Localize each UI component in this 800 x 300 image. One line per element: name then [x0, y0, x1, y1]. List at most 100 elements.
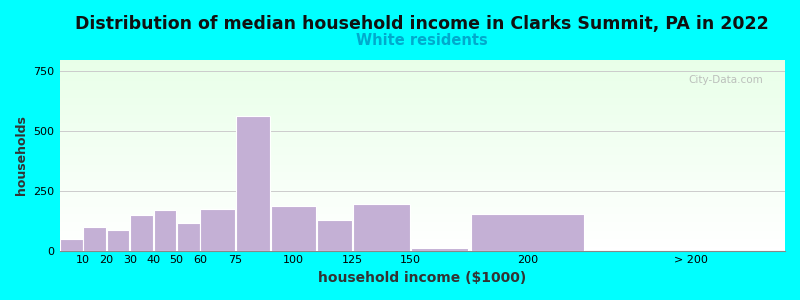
- Bar: [59, 73, 785, 75]
- Y-axis label: households: households: [15, 115, 28, 195]
- Bar: [59, 90, 785, 92]
- Bar: [59, 138, 785, 140]
- Bar: [59, 207, 785, 208]
- Bar: [59, 134, 785, 136]
- Bar: [59, 92, 785, 94]
- Bar: [59, 149, 785, 151]
- Bar: [59, 136, 785, 138]
- Bar: [59, 130, 785, 132]
- Bar: [59, 77, 785, 79]
- Bar: [59, 123, 785, 124]
- Bar: [59, 82, 785, 84]
- Bar: [59, 167, 785, 168]
- Bar: [59, 103, 785, 105]
- Bar: [59, 107, 785, 109]
- Bar: [59, 161, 785, 163]
- Bar: [59, 155, 785, 157]
- Bar: [59, 226, 785, 228]
- Bar: [201, 209, 234, 250]
- Bar: [59, 203, 785, 205]
- Bar: [411, 248, 468, 250]
- Bar: [59, 147, 785, 149]
- Bar: [59, 193, 785, 195]
- Bar: [59, 249, 785, 250]
- Bar: [59, 174, 785, 176]
- Bar: [59, 199, 785, 201]
- Bar: [106, 230, 130, 250]
- Bar: [59, 65, 785, 67]
- Bar: [59, 190, 785, 191]
- Bar: [59, 113, 785, 115]
- X-axis label: household income ($1000): household income ($1000): [318, 271, 526, 285]
- Bar: [59, 214, 785, 216]
- Bar: [59, 222, 785, 224]
- Bar: [59, 63, 785, 65]
- Bar: [59, 71, 785, 73]
- Bar: [59, 176, 785, 178]
- Bar: [59, 172, 785, 174]
- Bar: [59, 224, 785, 226]
- Bar: [59, 128, 785, 130]
- Bar: [59, 205, 785, 207]
- Bar: [59, 60, 785, 61]
- Bar: [59, 232, 785, 233]
- Bar: [59, 239, 785, 241]
- Text: White residents: White residents: [356, 33, 488, 48]
- Bar: [59, 96, 785, 98]
- Bar: [59, 81, 785, 82]
- Bar: [59, 165, 785, 167]
- Bar: [59, 208, 785, 211]
- Bar: [59, 235, 785, 237]
- Title: Distribution of median household income in Clarks Summit, PA in 2022: Distribution of median household income …: [75, 15, 769, 33]
- Bar: [59, 140, 785, 142]
- Bar: [59, 119, 785, 121]
- Bar: [59, 195, 785, 197]
- Bar: [471, 214, 584, 250]
- Bar: [59, 109, 785, 111]
- Bar: [318, 220, 351, 250]
- Bar: [59, 75, 785, 77]
- Bar: [59, 247, 785, 249]
- Bar: [271, 206, 316, 250]
- Bar: [59, 241, 785, 243]
- Bar: [59, 144, 785, 146]
- Bar: [59, 102, 785, 103]
- Bar: [59, 86, 785, 88]
- Bar: [59, 151, 785, 153]
- Bar: [59, 218, 785, 220]
- Bar: [59, 69, 785, 71]
- Bar: [59, 191, 785, 193]
- Bar: [59, 117, 785, 119]
- Bar: [59, 211, 785, 212]
- Bar: [59, 245, 785, 247]
- Bar: [83, 227, 106, 250]
- Bar: [177, 223, 200, 250]
- Bar: [59, 212, 785, 214]
- Bar: [59, 168, 785, 170]
- Bar: [59, 237, 785, 239]
- Bar: [60, 238, 82, 250]
- Bar: [59, 243, 785, 245]
- Bar: [59, 142, 785, 144]
- Bar: [154, 210, 176, 250]
- Bar: [59, 84, 785, 86]
- Bar: [59, 188, 785, 190]
- Bar: [59, 153, 785, 155]
- Bar: [59, 121, 785, 123]
- Bar: [59, 197, 785, 199]
- Bar: [59, 201, 785, 203]
- Bar: [59, 126, 785, 128]
- Bar: [59, 111, 785, 113]
- Bar: [59, 105, 785, 107]
- Bar: [59, 186, 785, 188]
- Bar: [59, 184, 785, 186]
- Bar: [59, 228, 785, 230]
- Bar: [59, 124, 785, 126]
- Bar: [59, 163, 785, 165]
- Bar: [59, 115, 785, 117]
- Text: City-Data.com: City-Data.com: [689, 75, 763, 85]
- Bar: [59, 233, 785, 235]
- Bar: [59, 79, 785, 81]
- Bar: [59, 98, 785, 100]
- Bar: [59, 146, 785, 147]
